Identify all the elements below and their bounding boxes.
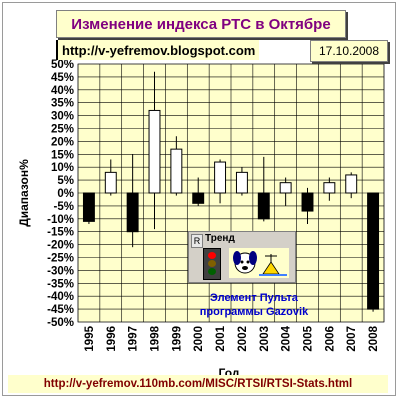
- widget-r-label: R: [191, 234, 203, 248]
- candle-2005: [301, 192, 314, 212]
- x-tick-label: 2008: [368, 325, 380, 351]
- x-tick-label: 2000: [193, 326, 205, 352]
- y-tick-label: 30%: [51, 111, 74, 123]
- candle-1999: [170, 148, 183, 194]
- y-tick-label: -15%: [47, 227, 74, 239]
- yellow-lamp-icon: [208, 260, 216, 267]
- x-tick-label: 2003: [259, 326, 271, 352]
- candle-1995: [82, 192, 95, 222]
- x-tick-label: 2005: [303, 325, 315, 351]
- gazovik-mascot-icon: [229, 248, 289, 278]
- candle-2004: [279, 182, 292, 194]
- y-tick-label: -20%: [47, 240, 74, 252]
- y-tick-label: 5%: [57, 175, 74, 187]
- x-tick-label: 2004: [281, 325, 293, 351]
- y-tick-label: -30%: [47, 265, 74, 277]
- x-tick-label: 1998: [150, 325, 162, 351]
- widget-caption-line1: Элемент Пульта: [210, 292, 298, 304]
- widget-title: Тренд: [205, 233, 235, 244]
- candle-1996: [104, 171, 117, 194]
- chart-title: Изменение индекса РТС в Октябре: [71, 15, 331, 33]
- y-tick-label: 35%: [51, 98, 74, 110]
- x-tick-label: 2002: [237, 326, 249, 352]
- x-tick-label: 1997: [128, 326, 140, 352]
- candle-1998: [148, 109, 161, 194]
- candle-2003: [257, 192, 270, 220]
- y-tick-label: -35%: [47, 278, 74, 290]
- y-tick-label: -5%: [54, 201, 74, 213]
- x-tick-label: 1996: [106, 326, 118, 352]
- blog-url[interactable]: http://v-yefremov.blogspot.com: [56, 40, 260, 60]
- traffic-light-icon: [203, 248, 221, 280]
- candle-1997: [126, 192, 139, 233]
- trend-widget[interactable]: R Тренд: [188, 231, 296, 283]
- x-tick-label: 2006: [324, 326, 336, 352]
- candle-2000: [192, 192, 205, 204]
- date-label: 17.10.2008: [310, 40, 388, 62]
- x-tick-label: 2001: [215, 325, 227, 351]
- stats-url[interactable]: http://v-yefremov.110mb.com/MISC/RTSI/RT…: [8, 375, 388, 393]
- y-tick-label: 45%: [51, 72, 74, 84]
- y-tick-label: -50%: [47, 317, 74, 329]
- candle-2001: [214, 161, 227, 194]
- y-tick-label: -45%: [47, 304, 74, 316]
- y-axis-title: Диапазон%: [17, 159, 31, 227]
- y-tick-label: 40%: [51, 85, 74, 97]
- x-tick-label: 1995: [84, 325, 96, 351]
- y-tick-label: 20%: [51, 136, 74, 148]
- candle-2008: [367, 192, 380, 310]
- y-tick-label: 50%: [51, 59, 74, 71]
- y-tick-label: 10%: [51, 162, 74, 174]
- y-tick-label: 25%: [51, 124, 74, 136]
- y-tick-label: 0%: [57, 188, 74, 200]
- candle-2006: [323, 182, 336, 194]
- green-lamp-icon: [208, 268, 216, 275]
- widget-caption-line2: программы Gazovik: [199, 306, 309, 318]
- y-tick-label: -10%: [47, 214, 74, 226]
- x-tick-label: 2007: [346, 326, 358, 352]
- widget-caption: Элемент Пульта программы Gazovik: [186, 291, 322, 319]
- x-tick-label: 1999: [171, 326, 183, 352]
- y-tick-label: 15%: [51, 149, 74, 161]
- chart-frame: [2, 2, 396, 396]
- y-tick-label: -25%: [47, 253, 74, 265]
- candle-2002: [235, 171, 248, 194]
- y-tick-label: -40%: [47, 291, 74, 303]
- candle-2007: [345, 174, 358, 194]
- red-lamp-icon: [208, 252, 216, 259]
- chart-title-box: Изменение индекса РТС в Октябре: [56, 10, 346, 38]
